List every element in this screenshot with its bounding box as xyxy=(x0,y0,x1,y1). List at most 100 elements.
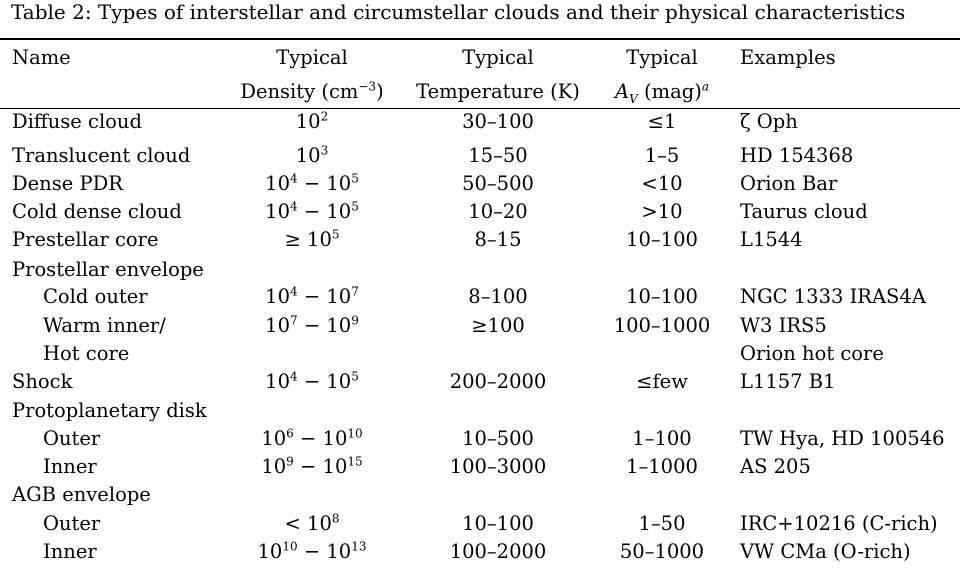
density-base: 10 xyxy=(261,427,287,450)
density-exponent: 4 xyxy=(289,199,298,214)
cell-example: AS 205 xyxy=(740,455,811,478)
cell-density: 107 − 109 xyxy=(265,312,359,340)
cell-temperature: ≥100 xyxy=(471,314,525,337)
cell-density: 104 − 107 xyxy=(265,283,359,311)
table-row: Prestellar core ≥ 105 8–15 10–100 L1544 xyxy=(0,226,960,254)
cell-example: TW Hya, HD 100546 xyxy=(740,427,945,450)
density-exponent: 5 xyxy=(331,227,340,242)
density-exponent: 5 xyxy=(351,369,359,384)
table-row: Dense PDR 104 − 105 50–500 <10 Orion Bar xyxy=(0,170,960,198)
density-exponent: 10 xyxy=(347,426,363,441)
cell-temperature: 10–500 xyxy=(462,427,534,450)
cell-temperature: 30–100 xyxy=(462,110,534,133)
table-row: Hot core Orion hot core xyxy=(0,340,960,368)
cell-av: 10–100 xyxy=(626,228,698,251)
cell-name: AGB envelope xyxy=(12,483,151,506)
header-av-symbol: A xyxy=(615,80,630,103)
density-exponent: 4 xyxy=(289,369,298,384)
cell-temperature: 10–20 xyxy=(468,200,528,223)
header-av-subscript: V xyxy=(629,91,638,106)
cell-name: Dense PDR xyxy=(12,172,123,195)
cell-name: Translucent cloud xyxy=(12,144,191,167)
density-base: 10 xyxy=(257,540,283,563)
density-exponent: 5 xyxy=(351,171,359,186)
table-row: Shock 104 − 105 200–2000 ≤few L1157 B1 xyxy=(0,368,960,396)
density-base: 10 xyxy=(265,172,290,195)
table-row: Prostellar envelope xyxy=(0,256,960,284)
density-exponent: 5 xyxy=(351,199,359,214)
cell-name: Prestellar core xyxy=(12,228,159,251)
density-base: 10 xyxy=(326,370,352,393)
cell-name: Inner xyxy=(43,455,97,478)
density-base: 10 xyxy=(326,172,352,195)
cell-density: 109 − 1015 xyxy=(261,453,362,481)
cell-av: 1–50 xyxy=(638,512,686,535)
cell-name: Outer xyxy=(43,512,101,535)
header-examples: Examples xyxy=(740,46,836,69)
density-operator: − xyxy=(293,427,323,450)
cell-av: 1–100 xyxy=(632,427,692,450)
density-exponent: 4 xyxy=(289,171,298,186)
density-exponent: 9 xyxy=(286,454,294,469)
cell-av: >10 xyxy=(641,200,683,223)
cell-density: 106 − 1010 xyxy=(261,425,362,453)
header-row-1: Name Typical Typical Typical Examples xyxy=(0,44,960,72)
density-operator: − xyxy=(297,285,327,308)
table-header-rule xyxy=(0,108,960,109)
cell-temperature: 100–2000 xyxy=(449,540,547,563)
header-density-top: Typical xyxy=(276,46,348,69)
cell-example: Orion Bar xyxy=(740,172,838,195)
density-exponent: 6 xyxy=(286,426,294,441)
density-operator: − xyxy=(293,455,323,478)
table-row: Protoplanetary disk xyxy=(0,397,960,425)
density-operator: − xyxy=(297,172,327,195)
density-operator: < xyxy=(284,512,308,535)
cell-av: 100–1000 xyxy=(613,314,711,337)
cell-name: Shock xyxy=(12,370,73,393)
cell-av: 50–1000 xyxy=(619,540,705,563)
cell-example: W3 IRS5 xyxy=(740,314,827,337)
density-operator: − xyxy=(297,314,327,337)
density-base: 10 xyxy=(326,285,352,308)
header-density-bottom: Density (cm−3) xyxy=(240,78,383,106)
header-temperature-bottom: Temperature (K) xyxy=(416,80,580,103)
cell-density: 104 − 105 xyxy=(265,368,359,396)
density-exponent: 2 xyxy=(320,109,329,124)
density-base: 10 xyxy=(326,200,352,223)
table-row: Warm inner/107 − 109 ≥100 100–1000 W3 IRS5 xyxy=(0,312,960,340)
table-caption: Table 2: Types of interstellar and circu… xyxy=(11,0,906,24)
header-av-bottom: AV (mag)a xyxy=(615,78,709,106)
density-base: 10 xyxy=(265,314,290,337)
cell-av: 10–100 xyxy=(626,285,698,308)
cell-name: Prostellar envelope xyxy=(12,258,204,281)
header-name: Name xyxy=(12,46,71,69)
cell-temperature: 10–100 xyxy=(462,512,534,535)
density-base: 10 xyxy=(326,540,352,563)
cell-name: Protoplanetary disk xyxy=(12,399,207,422)
cell-av: <10 xyxy=(641,172,683,195)
cell-temperature: 50–500 xyxy=(462,172,534,195)
table-row: Outer < 108 10–100 1–50 IRC+10216 (C-rich) xyxy=(0,510,960,538)
cell-density: 104 − 105 xyxy=(265,170,359,198)
cell-temperature: 8–100 xyxy=(468,285,528,308)
cell-av: 1–1000 xyxy=(626,455,698,478)
cell-density: 102 xyxy=(296,108,328,136)
table-row: Translucent cloud 103 15–50 1–5 HD 154368 xyxy=(0,142,960,170)
density-base: 10 xyxy=(307,512,332,535)
header-density-exponent: −3 xyxy=(358,79,377,94)
cell-name: Cold dense cloud xyxy=(12,200,182,223)
cell-temperature: 100–3000 xyxy=(449,455,547,478)
cell-name: Hot core xyxy=(43,342,130,365)
density-exponent: 15 xyxy=(347,454,363,469)
table-row: Cold outer 104 − 107 8–100 10–100 NGC 1333 I… xyxy=(0,283,960,311)
cell-name: Inner xyxy=(43,540,97,563)
cell-density: 1010 − 1013 xyxy=(258,538,367,566)
table-row: AGB envelope xyxy=(0,481,960,509)
density-exponent: 3 xyxy=(320,143,329,158)
cell-example: L1544 xyxy=(740,228,803,251)
density-base: 10 xyxy=(261,455,287,478)
density-exponent: 7 xyxy=(351,284,359,299)
density-exponent: 13 xyxy=(351,539,367,554)
density-base: 10 xyxy=(322,455,348,478)
cell-temperature: 8–15 xyxy=(474,228,522,251)
